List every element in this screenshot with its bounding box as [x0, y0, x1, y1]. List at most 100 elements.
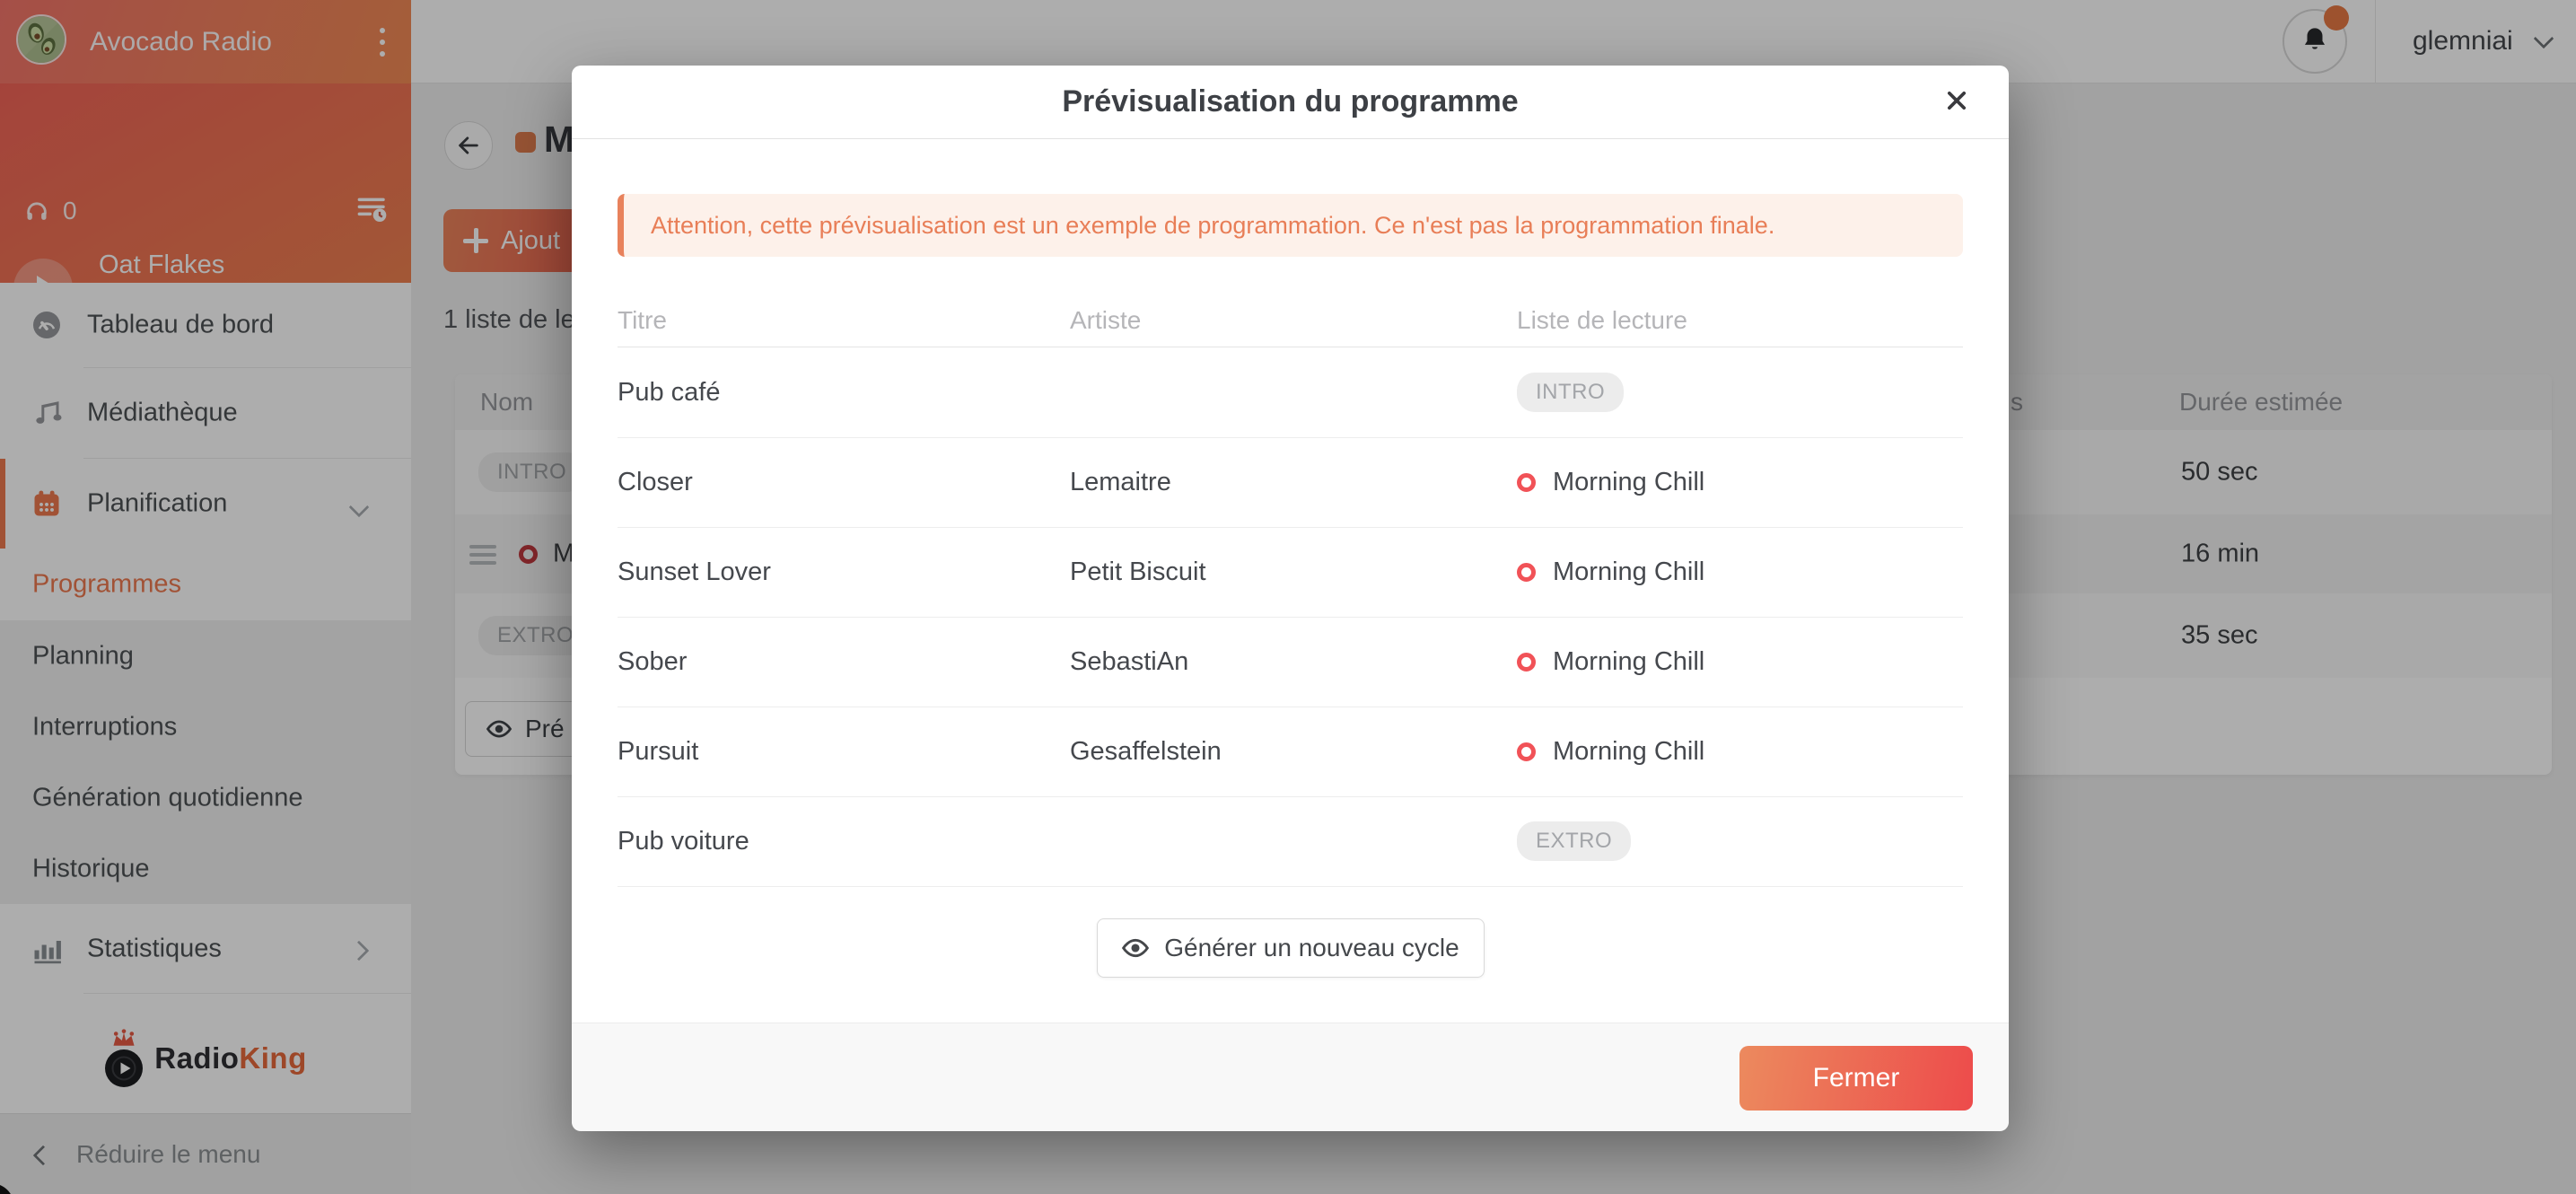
preview-button-label: Pré: [525, 715, 565, 742]
column-header-title: Titre: [618, 306, 667, 334]
program-preview-modal: Prévisualisation du programme Attention,…: [572, 66, 2009, 1131]
divider: [83, 367, 411, 368]
track-artist: Petit Biscuit: [1070, 557, 1206, 586]
music-note-icon: [31, 397, 63, 429]
playlist-color-ring-icon: [1517, 562, 1536, 582]
play-button[interactable]: [13, 259, 73, 318]
playlist-count-text: 1 liste de le: [443, 305, 575, 334]
track-title: Pub voiture: [618, 827, 749, 856]
intro-badge: INTRO: [478, 452, 586, 492]
sidebar-item-planification[interactable]: Planification: [0, 459, 411, 549]
radioking-logo-mark: [104, 1029, 145, 1088]
sidebar-subitem-planning[interactable]: Planning: [0, 620, 411, 691]
sidebar-subitem-interruptions[interactable]: Interruptions: [0, 691, 411, 762]
player-panel: 0 Oat Flakes Boom Boom Beckett: [0, 83, 411, 319]
close-icon[interactable]: [1944, 88, 1973, 117]
modal-title: Prévisualisation du programme: [1062, 84, 1519, 119]
collapse-menu-label: Réduire le menu: [76, 1140, 261, 1168]
sidebar-item-label: Tableau de bord: [87, 310, 274, 339]
sidebar-item-library[interactable]: Médiathèque: [0, 368, 411, 458]
logo-text-radio: Radio: [154, 1041, 240, 1075]
bar-chart-icon: [31, 933, 63, 965]
sidebar-subitem-label: Planning: [32, 641, 134, 670]
now-playing-title: Oat Flakes: [99, 250, 225, 279]
sidebar-subitem-label: Génération quotidienne: [32, 783, 303, 812]
arrow-left-icon: [459, 136, 478, 154]
playlist-color-ring-icon: [1517, 652, 1536, 672]
playlist-color-ring-icon: [519, 545, 538, 564]
modal-footer: Fermer: [572, 1023, 2009, 1131]
sidebar-subitem-programs[interactable]: Programmes: [0, 549, 411, 620]
sidebar-item-label: Médiathèque: [87, 398, 238, 427]
sidebar-item-label: Planification: [87, 488, 228, 518]
track-title: Sober: [618, 647, 688, 676]
preview-track-row: Pub voiture EXTRO: [618, 796, 1963, 887]
sidebar-subitem-label: Programmes: [32, 569, 181, 599]
sidebar-item-dashboard[interactable]: Tableau de bord: [0, 283, 411, 367]
queue-history-icon[interactable]: [355, 195, 390, 224]
divider: [83, 458, 411, 459]
playlist-color-ring-icon: [1517, 742, 1536, 761]
column-header-playlist: Liste de lecture: [1517, 306, 1687, 334]
sidebar-item-statistics[interactable]: Statistiques: [0, 904, 411, 993]
playlist-name: Morning Chill: [1553, 557, 1705, 586]
notification-badge: [2324, 5, 2349, 31]
sidebar-item-label: Statistiques: [87, 934, 222, 962]
sidebar-subitem-history[interactable]: Historique: [0, 833, 411, 904]
collapse-menu-button[interactable]: Réduire le menu: [0, 1113, 411, 1194]
avocado-image: [18, 16, 65, 63]
extro-badge: EXTRO: [1517, 821, 1632, 861]
duration-value: 16 min: [2181, 539, 2260, 568]
drag-handle-icon[interactable]: [469, 540, 496, 569]
track-title: Pub café: [618, 378, 721, 407]
warning-text: Attention, cette prévisualisation est un…: [651, 212, 1775, 239]
sidebar-subgroup: Planning Interruptions Génération quotid…: [0, 620, 411, 904]
track-artist: Lemaitre: [1070, 468, 1171, 496]
warning-alert: Attention, cette prévisualisation est un…: [618, 194, 1963, 257]
headphones-icon: [27, 202, 47, 220]
preview-track-row: Sunset Lover Petit Biscuit Morning Chill: [618, 527, 1963, 618]
page-title: M: [544, 119, 575, 160]
now-playing-artist: Boom Boom Beckett: [99, 291, 329, 319]
station-menu-kebab-icon[interactable]: [373, 23, 391, 61]
duration-value: 35 sec: [2181, 620, 2258, 650]
dashboard-gauge-icon: [31, 309, 63, 341]
track-title: Sunset Lover: [618, 557, 771, 586]
preview-track-row: Sober SebastiAn Morning Chill: [618, 617, 1963, 707]
notifications-button[interactable]: [2282, 5, 2349, 74]
user-menu[interactable]: glemniai: [2413, 0, 2554, 83]
playlist-name: Morning Chill: [1553, 647, 1705, 676]
track-title: Closer: [618, 468, 693, 496]
playlist-name: Morning Chill: [1553, 737, 1705, 766]
back-button[interactable]: [444, 121, 493, 170]
station-header: Avocado Radio: [0, 0, 411, 83]
calendar-icon: [31, 487, 63, 520]
station-name: Avocado Radio: [90, 27, 272, 57]
listeners-count: 0: [63, 197, 77, 224]
radioking-logo: RadioKing: [0, 1018, 411, 1099]
generate-cycle-button[interactable]: Générer un nouveau cycle: [1096, 918, 1485, 978]
preview-track-row: Pursuit Gesaffelstein Morning Chill: [618, 707, 1963, 797]
eye-icon: [486, 720, 513, 738]
bell-icon: [2304, 28, 2326, 49]
divider: [83, 993, 411, 994]
station-avatar[interactable]: [16, 14, 66, 65]
active-indicator: [0, 459, 5, 549]
sidebar-subitem-daily-generation[interactable]: Génération quotidienne: [0, 762, 411, 833]
username: glemniai: [2413, 26, 2513, 56]
column-header-artist: Artiste: [1070, 306, 1142, 334]
track-title: Pursuit: [618, 737, 699, 766]
track-artist: SebastiAn: [1070, 647, 1189, 676]
playlist-color-ring-icon: [1517, 472, 1536, 492]
column-header-partial: s: [2011, 388, 2023, 416]
plus-icon: [463, 228, 488, 253]
divider: [2375, 0, 2376, 83]
listeners-counter: 0: [23, 197, 77, 225]
add-button-label: Ajout: [501, 226, 561, 255]
program-color-swatch: [515, 132, 536, 153]
close-modal-button[interactable]: Fermer: [1739, 1046, 1973, 1111]
logo-text-king: King: [239, 1041, 307, 1075]
track-artist: Gesaffelstein: [1070, 737, 1222, 766]
column-header-name: Nom: [480, 388, 534, 416]
